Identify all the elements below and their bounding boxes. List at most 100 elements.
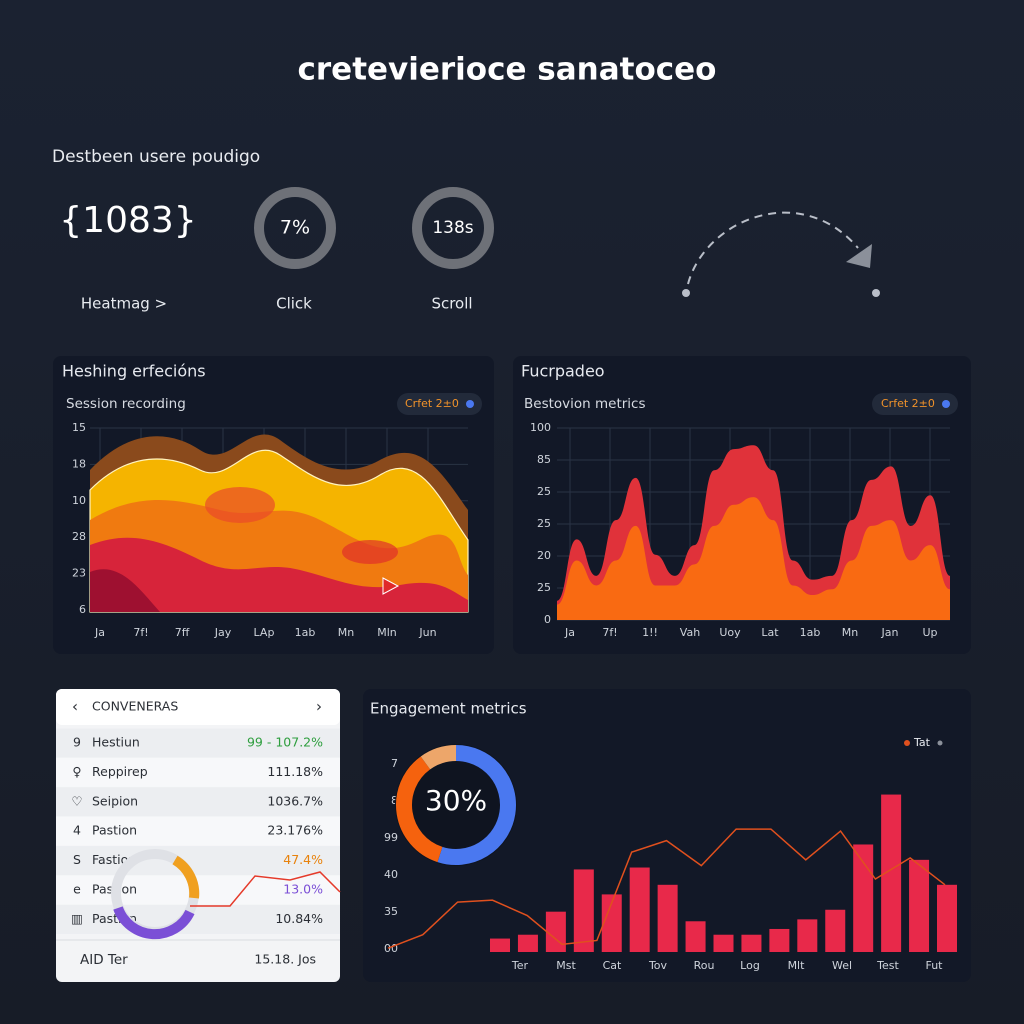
y-tick-label: 35 (384, 905, 398, 918)
area-chart: 100 85 25 25 20 25 0 Ja 7f! 1!! Vah Uoy Lat 1ab Mn Jan U… (530, 421, 950, 639)
y-tick-label: 18 (72, 457, 86, 470)
heat-spot (205, 487, 275, 523)
row-icon: ♀ (72, 764, 81, 779)
badge-dot (942, 400, 950, 408)
badge-dot (466, 400, 474, 408)
bar (545, 911, 566, 952)
row-value: 10.84% (275, 911, 323, 926)
row-bg (56, 846, 340, 876)
row-name[interactable]: Hestiun (92, 735, 140, 750)
x-tick-label: Rou (694, 959, 715, 972)
legend-dot (937, 740, 943, 746)
donut-segment (437, 745, 516, 865)
summary-heading: Destbeen usere poudigo (52, 147, 260, 167)
x-tick-label: Ja (94, 626, 105, 639)
y-tick-label: 10 (72, 494, 86, 507)
row-name[interactable]: Reppirep (92, 764, 148, 779)
x-tick-label: Mst (556, 959, 576, 972)
table-header (56, 689, 340, 725)
panel-subtitle: Bestovion metrics (524, 396, 646, 412)
x-tick-label: Cat (603, 959, 622, 972)
bar (685, 921, 706, 952)
nav-next[interactable]: › (316, 698, 322, 716)
bar (657, 884, 678, 952)
footer-right: 15.18. Jos (254, 952, 316, 967)
donut-label: 30% (425, 784, 487, 817)
x-tick-label: 7f! (133, 626, 148, 639)
metric-value: 7% (280, 217, 310, 239)
nav-prev[interactable]: ‹ (72, 698, 78, 716)
x-tick-label: Vah (680, 626, 700, 639)
panel (363, 689, 971, 982)
metric-label: Scroll (431, 295, 472, 313)
panel-title: Heshing erfecións (62, 362, 206, 381)
y-tick-label: 15 (72, 421, 86, 434)
donut-segment (420, 745, 457, 770)
x-tick-label: Fut (925, 959, 943, 972)
row-name[interactable]: Seipion (92, 793, 138, 808)
bar (909, 859, 930, 952)
x-tick-label: Jun (418, 626, 436, 639)
y-tick-label: 25 (537, 581, 551, 594)
metric-value: 138s (432, 218, 473, 238)
overlay-arc (172, 855, 200, 899)
x-tick-label: Ter (511, 959, 529, 972)
row-value: 47.4% (283, 852, 323, 867)
donut-segment (396, 756, 443, 863)
heat-layer (90, 537, 468, 612)
panel-subtitle: Session recording (66, 396, 186, 412)
flow-arc (687, 211, 859, 285)
x-tick-label: Log (740, 959, 760, 972)
row-value: 111.18% (267, 764, 323, 779)
row-name[interactable]: Pastion (92, 823, 137, 838)
x-tick-label: Mn (338, 626, 354, 639)
row-icon: 9 (73, 735, 81, 750)
x-tick-label: Lat (761, 626, 779, 639)
metric-ring (412, 187, 494, 269)
dot (872, 289, 880, 297)
row-value: 1036.7% (267, 793, 323, 808)
bar (517, 934, 538, 952)
bar (741, 934, 762, 952)
heatmap (89, 434, 469, 613)
row-icon: e (73, 882, 81, 897)
x-tick-label: LAp (254, 626, 275, 639)
bar (797, 919, 818, 952)
y-tick-label: 0 (544, 613, 551, 626)
y-tick-label: 40 (384, 868, 398, 881)
badge[interactable] (397, 393, 482, 415)
bar (825, 909, 846, 952)
donut (395, 744, 517, 866)
footer-left: AID Ter (80, 952, 128, 968)
y-tick-label: 7 (391, 757, 398, 770)
x-tick-label: 1!! (642, 626, 658, 639)
bar (629, 867, 650, 952)
play-marker[interactable] (382, 577, 400, 595)
row-bg (56, 816, 340, 846)
bar (573, 869, 594, 952)
page-title: cretevierioce sanatoceo (298, 52, 717, 88)
y-tick-label: 8 (391, 794, 398, 807)
badge[interactable] (872, 393, 958, 415)
legend-text: Tat (913, 736, 931, 749)
x-tick-label: 1ab (800, 626, 821, 639)
x-tick-label: Ja (564, 626, 575, 639)
y-tick-label: 20 (537, 549, 551, 562)
badge-text: Crfet 2±0 (405, 397, 459, 410)
row-icon: 4 (73, 823, 81, 838)
x-tick-label: Wel (832, 959, 852, 972)
badge-text: Crfet 2±0 (881, 397, 935, 410)
metric-label[interactable]: Heatmag > (81, 295, 167, 313)
table-title: CONVENERAS (92, 699, 178, 714)
line (387, 828, 946, 949)
area (557, 497, 950, 620)
x-tick-label: Tov (648, 959, 668, 972)
x-tick-label: Up (922, 626, 937, 639)
panel-title: Engagement metrics (370, 700, 527, 718)
y-tick-label: 99 (384, 831, 398, 844)
row-bg (56, 757, 340, 787)
metric-ring (254, 187, 336, 269)
y-tick-label: 28 (72, 530, 86, 543)
bar (769, 928, 790, 952)
